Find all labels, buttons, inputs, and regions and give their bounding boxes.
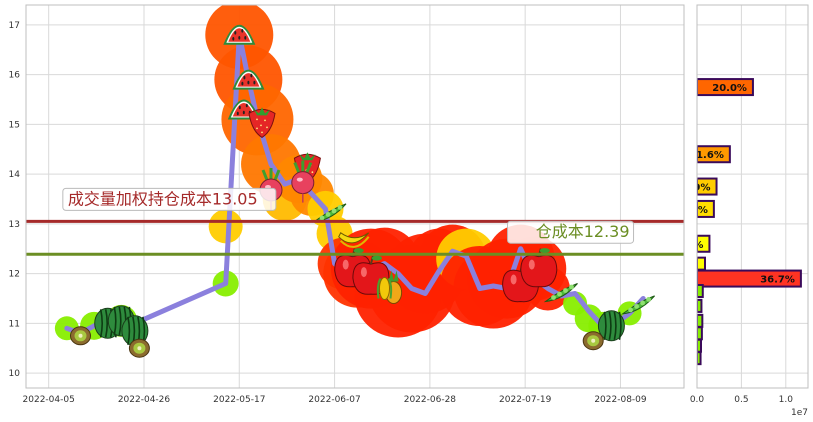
peas-icon [312, 203, 347, 223]
kiwi-icon [582, 331, 604, 351]
watermelon-slice-icon [223, 24, 256, 45]
volume-bar [697, 351, 702, 366]
volume-bar [697, 234, 711, 253]
volume-bar-label: 11.6% [689, 150, 724, 161]
volume-bar [697, 78, 754, 97]
x-tick-label: 1.0 [779, 395, 794, 405]
cost-label-box [62, 187, 277, 211]
volume-bar [697, 269, 802, 288]
volume-bar [697, 298, 703, 313]
peas-icon [620, 295, 655, 315]
plot-area: 成交量加权持仓成本13.05 仓成本12.39 [26, 5, 684, 358]
corn-icon [376, 277, 393, 300]
kiwi-icon [128, 338, 150, 358]
x-tick-label: 2022-06-28 [404, 395, 457, 405]
cost-label: 仓成本12.39 [536, 222, 630, 241]
peas-icon [543, 283, 578, 303]
y-tick-label: 13 [9, 220, 20, 230]
volume-bar [697, 199, 715, 218]
volume-bar [697, 326, 703, 341]
y-tick-label: 14 [9, 170, 21, 180]
y-tick-label: 11 [9, 319, 20, 329]
volume-bar [697, 284, 704, 299]
volume-bar-label: 4.6% [676, 240, 704, 251]
volume-bar-label: 6.0% [680, 205, 708, 216]
radish-icon [291, 160, 315, 203]
y-tick-label: 16 [9, 71, 21, 81]
volume-bar [697, 338, 702, 353]
x-tick-label: 2022-04-26 [118, 395, 171, 405]
volume-bar [697, 256, 706, 271]
watermelon-icon [597, 310, 625, 342]
plot-background [697, 5, 808, 388]
x-tick-label: 2022-05-17 [213, 395, 265, 405]
y-tick-label: 12 [9, 270, 20, 280]
x-tick-label: 2022-08-09 [594, 395, 647, 405]
y-tick-label: 10 [9, 369, 21, 379]
x-tick-label: 2022-04-05 [23, 395, 75, 405]
price-panel: 10 11 12 13 14 15 16 17 2022-04-05 2022-04-26 2022… [9, 4, 685, 405]
y-tick-label: 15 [9, 120, 20, 130]
banana-icon [338, 232, 370, 248]
x-tick-label: 0.5 [734, 395, 748, 405]
volume-bar [697, 177, 718, 196]
strawberry-icon [248, 107, 276, 138]
watermelon-slice-icon [232, 69, 265, 90]
x-tick-label: 2022-06-07 [308, 395, 360, 405]
kiwi-icon [70, 326, 91, 346]
cost-label: 成交量加权持仓成本13.05 [68, 189, 258, 208]
volume-profile-panel: 0.0 0.5 1.0 1e7 20.0% 11.6% 6.9% 6.0% 4.6% 36.7% [676, 4, 809, 418]
volume-bar [697, 313, 704, 328]
bubble-marker [208, 209, 243, 244]
apple-icon [520, 248, 558, 288]
x-offset-label: 1e7 [791, 408, 808, 418]
volume-bar-label: 20.0% [712, 83, 747, 94]
plot-border [696, 4, 809, 389]
plot-border [25, 4, 685, 389]
x-tick-label: 0.0 [690, 395, 705, 405]
volume-bar [697, 145, 731, 164]
plot-area: 20.0% 11.6% 6.9% 6.0% 4.6% 36.7% [676, 78, 802, 366]
volume-bar-label: 6.9% [683, 183, 711, 194]
y-tick-label: 17 [9, 21, 20, 31]
cost-label-box [507, 220, 635, 244]
volume-bar-label: 36.7% [760, 275, 795, 286]
x-tick-label: 2022-07-19 [499, 395, 552, 405]
